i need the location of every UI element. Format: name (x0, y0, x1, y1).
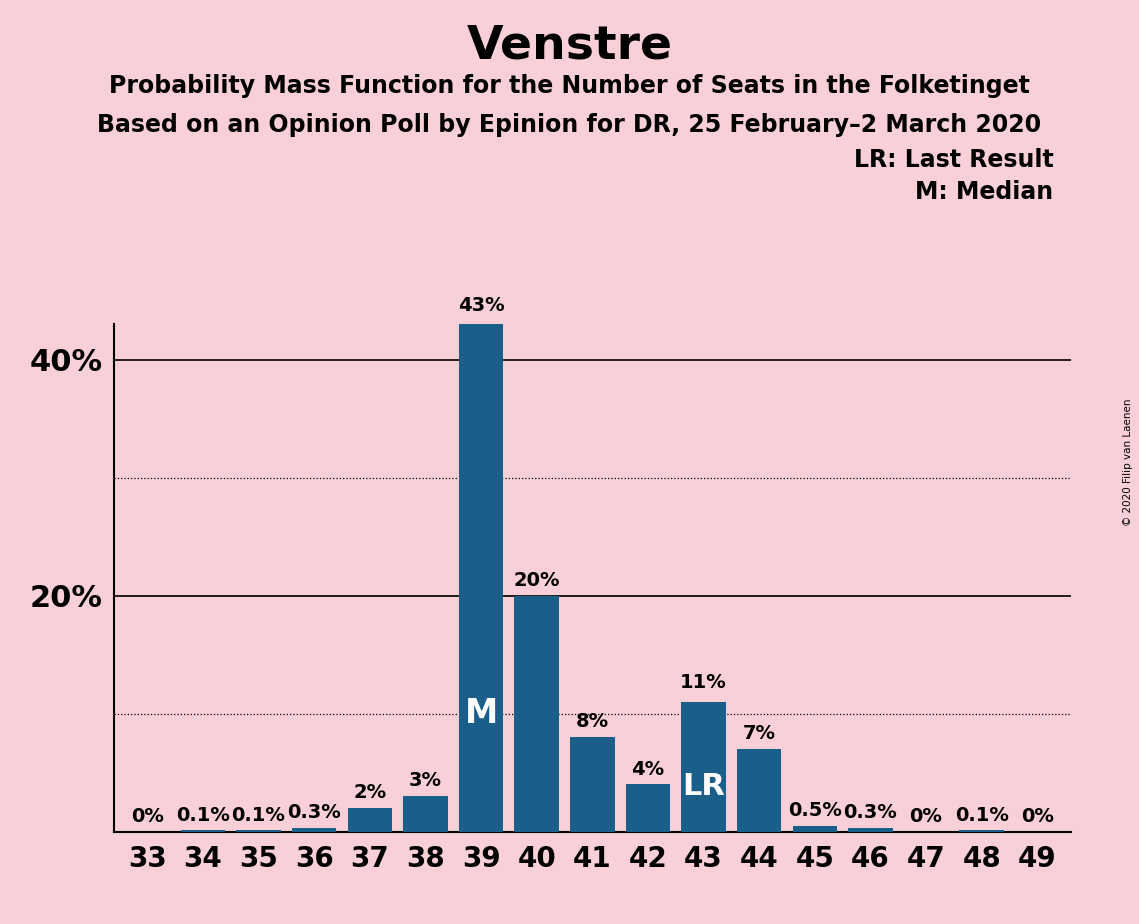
Text: 0.1%: 0.1% (231, 806, 286, 824)
Text: 0.3%: 0.3% (287, 803, 341, 822)
Text: 0.1%: 0.1% (175, 806, 230, 824)
Text: 20%: 20% (514, 571, 560, 590)
Bar (737, 749, 781, 832)
Text: Probability Mass Function for the Number of Seats in the Folketinget: Probability Mass Function for the Number… (109, 74, 1030, 98)
Text: 2%: 2% (353, 784, 386, 802)
Text: 0.1%: 0.1% (954, 806, 1009, 824)
Text: 0.3%: 0.3% (844, 803, 898, 822)
Text: 4%: 4% (631, 760, 664, 779)
Bar (625, 784, 670, 832)
Text: Based on an Opinion Poll by Epinion for DR, 25 February–2 March 2020: Based on an Opinion Poll by Epinion for … (98, 113, 1041, 137)
Text: 3%: 3% (409, 772, 442, 790)
Bar (459, 324, 503, 832)
Text: 0%: 0% (131, 807, 164, 826)
Text: Venstre: Venstre (467, 23, 672, 68)
Bar (403, 796, 448, 832)
Bar (681, 702, 726, 832)
Text: 0.5%: 0.5% (788, 801, 842, 820)
Text: LR: LR (682, 772, 724, 801)
Bar (959, 831, 1003, 832)
Bar (181, 831, 226, 832)
Bar (793, 826, 837, 832)
Text: M: M (465, 697, 498, 730)
Text: LR: Last Result: LR: Last Result (854, 148, 1054, 172)
Bar (570, 737, 615, 832)
Bar (347, 808, 392, 832)
Text: © 2020 Filip van Laenen: © 2020 Filip van Laenen (1123, 398, 1132, 526)
Bar (236, 831, 281, 832)
Text: 11%: 11% (680, 674, 727, 692)
Text: 0%: 0% (910, 807, 942, 826)
Bar (515, 596, 559, 832)
Text: 8%: 8% (575, 712, 609, 731)
Bar (849, 828, 893, 832)
Text: M: Median: M: Median (916, 180, 1054, 204)
Bar (292, 828, 336, 832)
Text: 0%: 0% (1021, 807, 1054, 826)
Text: 7%: 7% (743, 724, 776, 743)
Text: 43%: 43% (458, 296, 505, 315)
